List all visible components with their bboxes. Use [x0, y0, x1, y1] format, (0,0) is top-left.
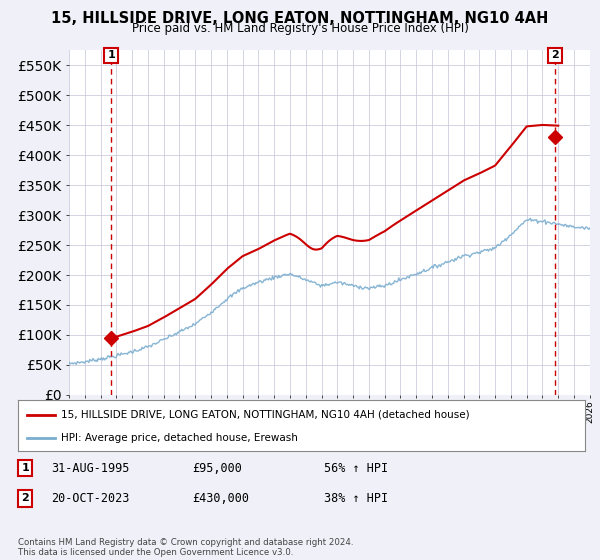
Text: £95,000: £95,000 — [192, 461, 242, 475]
Text: 15, HILLSIDE DRIVE, LONG EATON, NOTTINGHAM, NG10 4AH (detached house): 15, HILLSIDE DRIVE, LONG EATON, NOTTINGH… — [61, 409, 469, 419]
Text: Contains HM Land Registry data © Crown copyright and database right 2024.
This d: Contains HM Land Registry data © Crown c… — [18, 538, 353, 557]
Text: 2: 2 — [22, 493, 29, 503]
Text: 31-AUG-1995: 31-AUG-1995 — [51, 461, 130, 475]
Text: 15, HILLSIDE DRIVE, LONG EATON, NOTTINGHAM, NG10 4AH: 15, HILLSIDE DRIVE, LONG EATON, NOTTINGH… — [52, 11, 548, 26]
Text: £430,000: £430,000 — [192, 492, 249, 505]
Text: Price paid vs. HM Land Registry's House Price Index (HPI): Price paid vs. HM Land Registry's House … — [131, 22, 469, 35]
Text: 1: 1 — [107, 50, 115, 60]
Text: 20-OCT-2023: 20-OCT-2023 — [51, 492, 130, 505]
Text: HPI: Average price, detached house, Erewash: HPI: Average price, detached house, Erew… — [61, 433, 298, 443]
Text: 56% ↑ HPI: 56% ↑ HPI — [324, 461, 388, 475]
Text: 2: 2 — [551, 50, 559, 60]
Text: 38% ↑ HPI: 38% ↑ HPI — [324, 492, 388, 505]
Text: 1: 1 — [22, 463, 29, 473]
